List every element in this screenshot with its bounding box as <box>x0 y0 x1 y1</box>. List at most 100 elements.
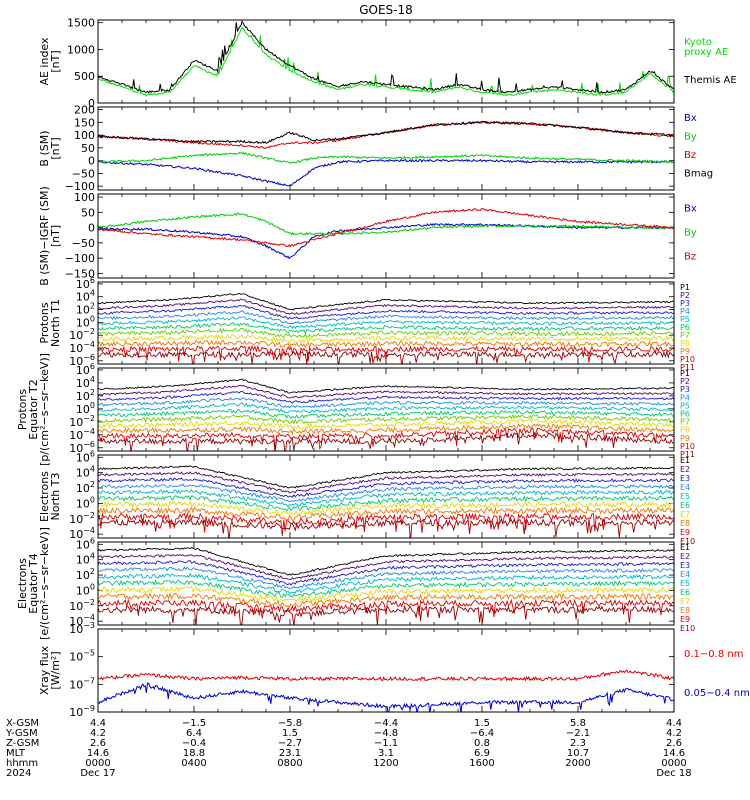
panel-frame <box>97 628 675 713</box>
legend-entry: P7 <box>680 418 690 427</box>
y-tick-label: 0 <box>88 222 95 235</box>
x-axis-cell: 0.8 <box>474 738 490 749</box>
x-axis-cell: 14.6 <box>87 748 109 759</box>
x-axis-cell: 1200 <box>373 758 398 769</box>
legend-entry: P3 <box>680 385 690 394</box>
legend-entry: P11 <box>680 363 695 372</box>
y-axis-label: Equator T2 <box>27 379 40 439</box>
y-tick-label: 100 <box>76 314 95 329</box>
x-axis-row-label: Z-GSM <box>6 738 39 749</box>
legend-entry: Bx <box>684 113 697 124</box>
y-tick-label: 10−2 <box>69 327 95 342</box>
series-line <box>98 682 674 712</box>
x-axis-cell: 0400 <box>181 758 206 769</box>
series-line <box>98 120 674 150</box>
y-tick-label: −50 <box>72 167 95 180</box>
x-axis-row-label: 2024 <box>6 768 31 779</box>
y-axis-label: [p/(cm²−s−sr−keV)] <box>38 353 51 466</box>
legend-entry: P2 <box>680 291 690 300</box>
y-tick-label: 10−2 <box>69 598 95 613</box>
y-tick-label: −150 <box>65 267 95 280</box>
legend-entry: By <box>684 227 697 238</box>
series-line <box>98 669 674 682</box>
x-axis-row-label: MLT <box>6 748 26 759</box>
y-tick-label: 10−7 <box>69 676 95 691</box>
x-axis-cell: 2.6 <box>666 738 682 749</box>
series-group <box>98 378 674 451</box>
series-line-p2 <box>98 298 674 315</box>
series-line-p2 <box>98 384 674 399</box>
y-tick-label: 104 <box>76 375 95 390</box>
series-line-e10 <box>98 517 674 538</box>
x-axis-cell: 6.4 <box>186 728 202 739</box>
series-line-e1 <box>98 465 674 489</box>
legend-entry: P1 <box>680 369 690 378</box>
y-tick-label: 0 <box>88 155 95 168</box>
x-axis-cell: 0000 <box>661 758 686 769</box>
legend-entry: E2 <box>680 552 690 561</box>
series-line-e6 <box>98 579 674 598</box>
series-line <box>98 222 674 260</box>
series-line <box>98 151 674 165</box>
x-axis-cell: 3.1 <box>378 748 394 759</box>
series-line-p8 <box>98 333 674 344</box>
y-tick-label: 200 <box>74 104 95 117</box>
series-line-p4 <box>98 310 674 325</box>
legend-entry: E5 <box>680 492 690 501</box>
x-axis-cell: 18.8 <box>183 748 205 759</box>
y-tick-label: 102 <box>76 388 95 403</box>
x-axis-cell: −6.4 <box>470 728 494 739</box>
x-axis-cell: −1.1 <box>374 738 398 749</box>
legend-entry: P2 <box>680 377 690 386</box>
series-group <box>98 465 674 538</box>
y-tick-label: 100 <box>76 401 95 416</box>
legend-entry: E3 <box>680 474 690 483</box>
series-line-p5 <box>98 316 674 330</box>
x-axis-cell: −4.4 <box>374 718 398 729</box>
legend-entry: E1 <box>680 543 690 552</box>
x-axis-cell: 2000 <box>565 758 590 769</box>
series-group <box>98 669 674 712</box>
y-tick-label: 10−2 <box>69 511 95 526</box>
y-tick-label: 1000 <box>67 43 95 56</box>
y-tick-label: 106 <box>76 536 95 551</box>
x-axis-cell: −4.8 <box>374 728 398 739</box>
legend-entry: E10 <box>680 537 695 546</box>
series-line-e2 <box>98 553 674 580</box>
series-group <box>98 292 674 364</box>
x-axis-cell: 10.7 <box>567 748 589 759</box>
series-line-p3 <box>98 304 674 320</box>
series-line <box>98 20 674 94</box>
legend-entry: Bmag <box>684 168 713 179</box>
y-tick-label: 10−6 <box>69 440 95 455</box>
y-tick-label: 10−5 <box>69 649 95 664</box>
series-line-e5 <box>98 572 674 595</box>
series-line-p5 <box>98 402 674 414</box>
legend-entry: E2 <box>680 465 690 474</box>
legend-entry: P8 <box>680 426 690 435</box>
series-line-e7 <box>98 500 674 516</box>
y-axis-label: B (SM) <box>38 130 51 166</box>
panel-frame <box>97 281 675 365</box>
legend-entry: By <box>684 132 697 143</box>
series-line-e9 <box>98 511 674 537</box>
series-line-p9 <box>98 422 674 435</box>
series-line-p6 <box>98 322 674 334</box>
series-line-e2 <box>98 471 674 494</box>
legend-entry: Bx <box>684 203 697 214</box>
y-tick-label: 106 <box>76 449 95 464</box>
y-axis-label: Protons <box>38 302 51 343</box>
x-axis-cell: 1.5 <box>282 728 298 739</box>
legend-entry: E8 <box>680 606 690 615</box>
y-tick-label: −50 <box>72 237 95 250</box>
series-line-p7 <box>98 327 674 339</box>
series-line-p7 <box>98 413 674 425</box>
series-line-e7 <box>98 586 674 603</box>
panel-frame <box>97 367 675 452</box>
series-line-e6 <box>98 494 674 512</box>
y-tick-label: 106 <box>76 362 95 377</box>
series-group <box>98 546 674 625</box>
